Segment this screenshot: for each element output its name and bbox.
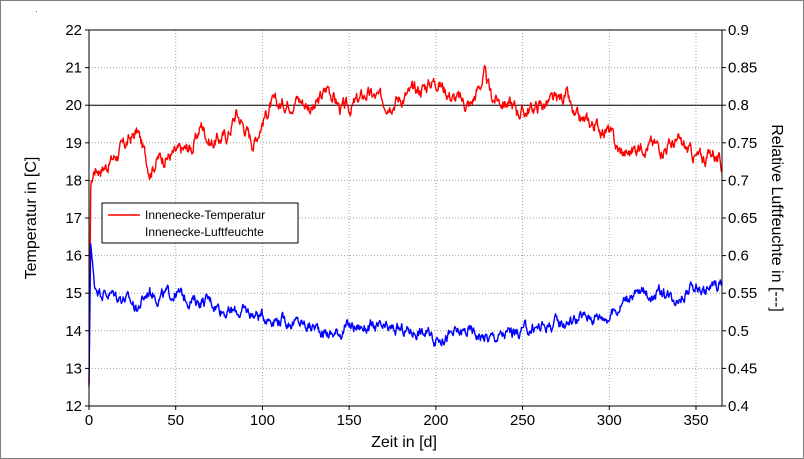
y-right-tick-label: 0.7 [728,172,749,189]
y-left-tick-label: 18 [65,172,82,189]
y-left-tick-label: 21 [65,60,82,77]
y-axis-right-ticks: 0.4 0.45 0.5 0.55 0.6 0.65 0.7 0.75 0.8 0.85 0.9 [722,22,757,415]
x-axis-ticks: 0 50 100 150 200 250 300 350 [85,406,709,429]
legend-label-humidity: Innenecke-Luftfeuchte [145,225,264,239]
y-left-tick-label: 13 [65,360,82,377]
y-right-tick-label: 0.4 [728,398,749,415]
legend: Innenecke-Temperatur Innenecke-Luftfeuch… [101,202,299,244]
y-left-tick-label: 16 [65,248,82,265]
series-line-0 [88,64,723,388]
y-left-tick-label: 19 [65,135,82,152]
x-axis-label: Zeit in [d] [371,434,437,451]
x-tick-label: 50 [167,412,184,429]
y-left-tick-label: 17 [65,210,82,227]
y-right-tick-label: 0.65 [728,210,757,227]
y-right-tick-label: 0.9 [728,22,749,39]
y-right-tick-label: 0.45 [728,360,757,377]
legend-label-temperature: Innenecke-Temperatur [145,208,265,222]
x-tick-label: 150 [337,412,362,429]
y-right-tick-label: 0.5 [728,323,749,340]
y-axis-left-ticks: 12 13 14 15 16 17 18 19 20 21 22 [65,22,89,415]
x-tick-label: 350 [683,412,708,429]
y-right-tick-label: 0.6 [728,248,749,265]
y-left-tick-label: 12 [65,398,82,415]
y-right-tick-label: 0.75 [728,135,757,152]
x-tick-label: 100 [250,412,275,429]
series-lines [88,64,723,388]
x-tick-label: 250 [510,412,535,429]
y-left-tick-label: 22 [65,22,82,39]
legend-box [101,202,299,244]
y-right-tick-label: 0.8 [728,97,749,114]
x-tick-label: 300 [597,412,622,429]
x-tick-label: 200 [423,412,448,429]
y-left-tick-label: 15 [65,285,82,302]
y-right-tick-label: 0.85 [728,60,757,77]
y-right-tick-label: 0.55 [728,285,757,302]
y-left-tick-label: 14 [65,323,82,340]
series-line-1 [88,243,723,384]
y-axis-left-label: Temperatur in [C] [23,157,40,280]
y-axis-right-label: Relative Luftfeuchte in [---] [768,124,785,312]
corner-mark [36,11,37,12]
y-left-tick-label: 20 [65,97,82,114]
x-tick-label: 0 [85,412,93,429]
